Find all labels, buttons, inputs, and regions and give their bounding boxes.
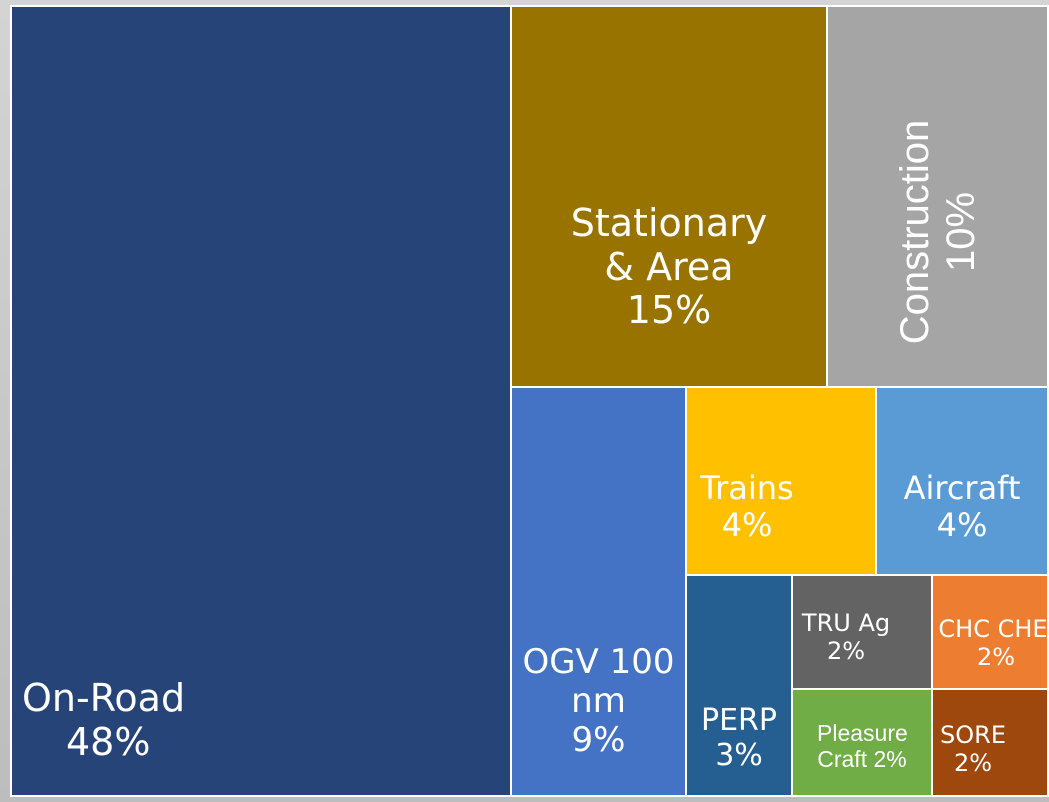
tile-sore: SORE 2%	[931, 688, 1049, 797]
tile-aircraft: Aircraft 4%	[875, 386, 1049, 576]
tile-label-stationary-area: Stationary & Area	[570, 201, 768, 289]
tile-tru-ag: TRU Ag 2%	[791, 574, 933, 690]
tile-stationary-area: Stationary & Area 15%	[510, 5, 828, 388]
tile-value-aircraft: 4%	[936, 505, 988, 544]
tile-label-tru-ag: TRU Ag	[801, 609, 891, 637]
tile-ogv-100nm: OGV 100 nm 9%	[510, 386, 687, 797]
tile-label-ogv-100nm: OGV 100 nm	[522, 642, 675, 722]
tile-value-stationary-area: 15%	[626, 288, 712, 333]
tile-label-pleasure-craft: Pleasure Craft 2%	[817, 720, 908, 773]
tile-label-aircraft: Aircraft	[903, 469, 1021, 507]
tile-pleasure-craft: Pleasure Craft 2%	[791, 688, 933, 797]
tile-value-on-road: 48%	[66, 719, 151, 764]
tile-trains: Trains 4%	[685, 386, 877, 576]
tile-value-ogv-100nm: 9%	[571, 720, 626, 761]
tile-label-perp: PERP	[701, 703, 777, 738]
tile-label-trains: Trains	[700, 469, 794, 507]
tile-value-construction: 10%	[938, 191, 983, 272]
tile-value-sore: 2%	[953, 748, 993, 777]
tile-on-road: On-Road 48%	[10, 5, 512, 797]
tile-label-on-road: On-Road	[22, 676, 186, 720]
tile-value-tru-ag: 2%	[826, 636, 866, 665]
tile-value-chc-che: 2%	[976, 642, 1016, 671]
tile-label-chc-che: CHC CHE	[938, 615, 1048, 643]
tile-chc-che: CHC CHE 2%	[931, 574, 1049, 690]
tile-value-perp: 3%	[715, 737, 763, 773]
tile-perp: PERP 3%	[685, 574, 793, 797]
tile-value-trains: 4%	[721, 505, 773, 544]
tile-label-sore: SORE	[940, 721, 1006, 749]
tile-construction: Construction 10%	[826, 5, 1049, 388]
tile-label-construction: Construction	[892, 119, 937, 344]
